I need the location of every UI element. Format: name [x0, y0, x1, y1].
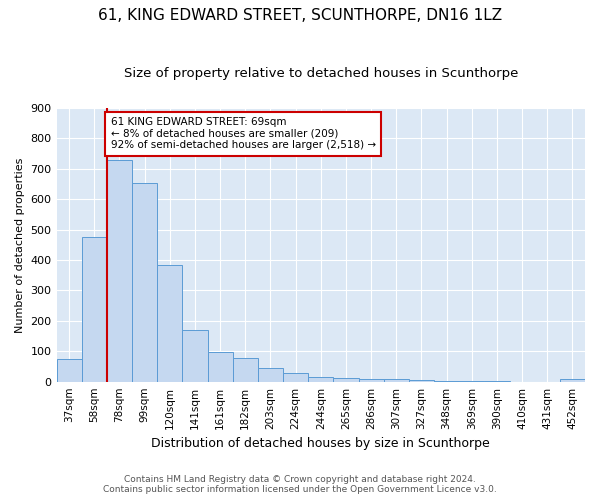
Bar [182, 330, 208, 382]
Bar [409, 380, 434, 382]
Bar [208, 352, 233, 382]
X-axis label: Distribution of detached houses by size in Scunthorpe: Distribution of detached houses by size … [151, 437, 490, 450]
Bar [359, 378, 383, 382]
Bar [132, 182, 157, 382]
Bar [308, 377, 334, 382]
Title: Size of property relative to detached houses in Scunthorpe: Size of property relative to detached ho… [124, 68, 518, 80]
Text: 61 KING EDWARD STREET: 69sqm
← 8% of detached houses are smaller (209)
92% of se: 61 KING EDWARD STREET: 69sqm ← 8% of det… [110, 117, 376, 150]
Y-axis label: Number of detached properties: Number of detached properties [15, 157, 25, 332]
Text: 61, KING EDWARD STREET, SCUNTHORPE, DN16 1LZ: 61, KING EDWARD STREET, SCUNTHORPE, DN16… [98, 8, 502, 22]
Bar [383, 379, 409, 382]
Bar [459, 381, 484, 382]
Bar [560, 379, 585, 382]
Bar [82, 238, 107, 382]
Text: Contains public sector information licensed under the Open Government Licence v3: Contains public sector information licen… [103, 485, 497, 494]
Text: Contains HM Land Registry data © Crown copyright and database right 2024.: Contains HM Land Registry data © Crown c… [124, 475, 476, 484]
Bar [233, 358, 258, 382]
Bar [334, 378, 359, 382]
Bar [434, 381, 459, 382]
Bar [56, 359, 82, 382]
Bar [283, 372, 308, 382]
Bar [157, 264, 182, 382]
Bar [107, 160, 132, 382]
Bar [258, 368, 283, 382]
